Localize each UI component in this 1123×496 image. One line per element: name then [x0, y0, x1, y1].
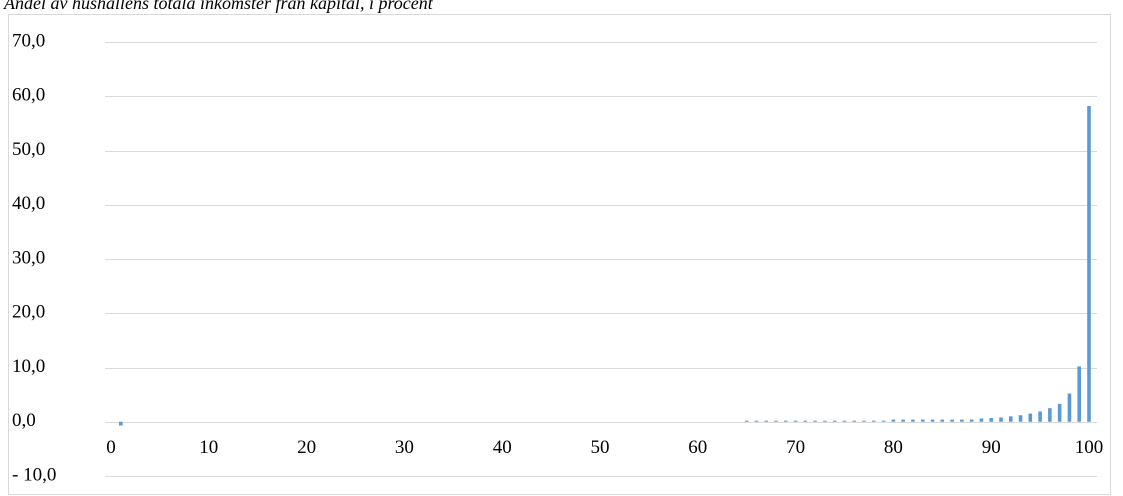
x-tick-label: 70 [786, 437, 805, 458]
bar [881, 420, 886, 422]
bar [969, 419, 974, 422]
y-tick-label: 50,0 [12, 139, 45, 160]
bar [999, 417, 1003, 422]
bar [960, 419, 964, 422]
chart-title: Andel av hushållens totala inkomster frå… [3, 0, 434, 13]
bar [1028, 413, 1033, 422]
bar [754, 420, 759, 422]
x-tick-label: 50 [591, 437, 610, 458]
bar [1048, 408, 1052, 422]
bar [1057, 403, 1062, 422]
bar [1018, 415, 1023, 422]
x-tick-label: 30 [395, 437, 414, 458]
bar [891, 419, 896, 422]
bar [784, 420, 788, 422]
x-tick-label: 20 [297, 437, 316, 458]
bar [852, 420, 857, 422]
bar [1038, 411, 1042, 422]
y-tick-label: 30,0 [12, 247, 45, 268]
bar [744, 420, 749, 422]
bar [1008, 416, 1013, 422]
y-tick-label: 60,0 [12, 85, 45, 106]
bar [901, 419, 905, 422]
bar [862, 420, 866, 422]
bar [803, 420, 808, 422]
bar [872, 420, 876, 422]
bar [920, 419, 925, 422]
bar [911, 419, 915, 422]
x-tick-label: 100 [1075, 437, 1104, 458]
bar [832, 420, 837, 422]
y-tick-label: 10,0 [12, 356, 45, 377]
bar [989, 417, 993, 422]
bar [979, 418, 984, 422]
bar [764, 420, 769, 422]
bar [774, 420, 778, 422]
bar [118, 421, 123, 426]
y-tick-label: 70,0 [12, 30, 45, 51]
bar [1087, 106, 1091, 422]
x-tick-label: 60 [688, 437, 707, 458]
x-tick-label: 80 [884, 437, 903, 458]
bar [1067, 393, 1072, 422]
bar [950, 419, 954, 422]
y-tick-label: - 10,0 [12, 464, 56, 485]
x-tick-label: 10 [199, 437, 218, 458]
x-tick-label: 40 [493, 437, 512, 458]
x-tick-label: 0 [106, 437, 116, 458]
y-tick-label: 40,0 [12, 193, 45, 214]
chart-frame [8, 14, 1111, 495]
y-tick-label: 0,0 [12, 410, 36, 431]
bar [813, 420, 817, 422]
bar [793, 420, 798, 422]
x-tick-label: 90 [982, 437, 1001, 458]
y-tick-label: 20,0 [12, 302, 45, 323]
bar [842, 420, 847, 422]
bar [823, 420, 827, 422]
bar [1077, 366, 1082, 422]
bar [930, 419, 935, 422]
bar [940, 419, 945, 422]
